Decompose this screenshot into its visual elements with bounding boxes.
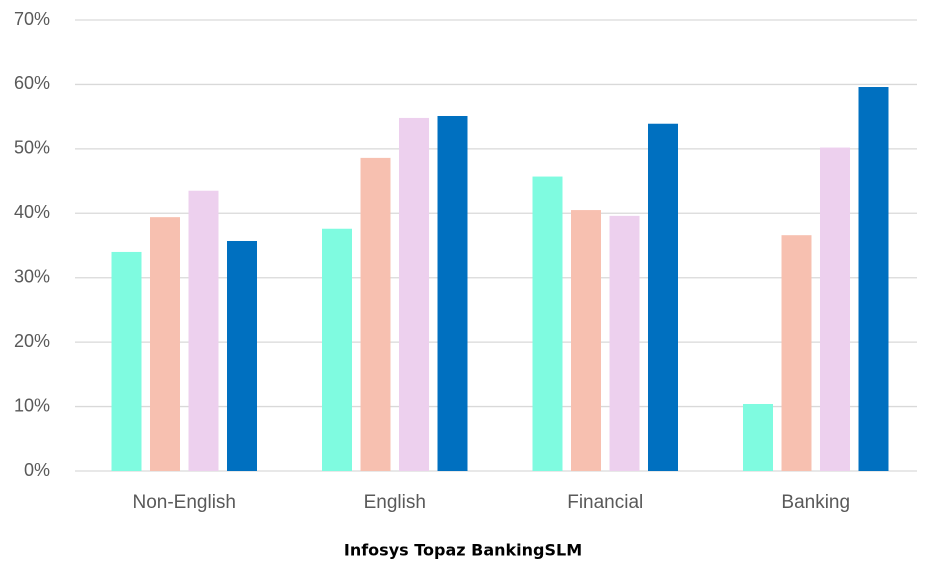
bar — [322, 228, 352, 471]
x-tick-label: Banking — [781, 492, 850, 513]
bar — [743, 403, 773, 471]
y-tick-label: 20% — [14, 331, 50, 351]
bar — [532, 176, 563, 471]
y-tick-label: 70% — [14, 9, 50, 29]
y-tick-label: 10% — [14, 395, 50, 415]
bar — [437, 115, 468, 472]
x-tick-label: Non-English — [133, 492, 237, 513]
bar — [150, 217, 180, 471]
x-tick-label: Financial — [567, 492, 643, 513]
bar — [399, 117, 429, 471]
bar — [609, 215, 640, 471]
y-tick-label: 50% — [14, 138, 50, 158]
bar — [227, 240, 257, 471]
bar — [781, 235, 812, 471]
bar — [188, 190, 219, 471]
bar — [820, 147, 850, 471]
bar — [858, 87, 889, 472]
y-tick-label: 60% — [14, 73, 50, 93]
chart-title: Infosys Topaz BankingSLM — [344, 541, 582, 560]
bar — [111, 251, 142, 471]
bar — [360, 157, 391, 471]
bar — [571, 210, 601, 472]
bar — [648, 123, 678, 471]
y-tick-label: 30% — [14, 266, 50, 286]
x-tick-label: English — [364, 492, 426, 513]
y-tick-label: 40% — [14, 202, 50, 222]
y-tick-label: 0% — [24, 460, 50, 480]
